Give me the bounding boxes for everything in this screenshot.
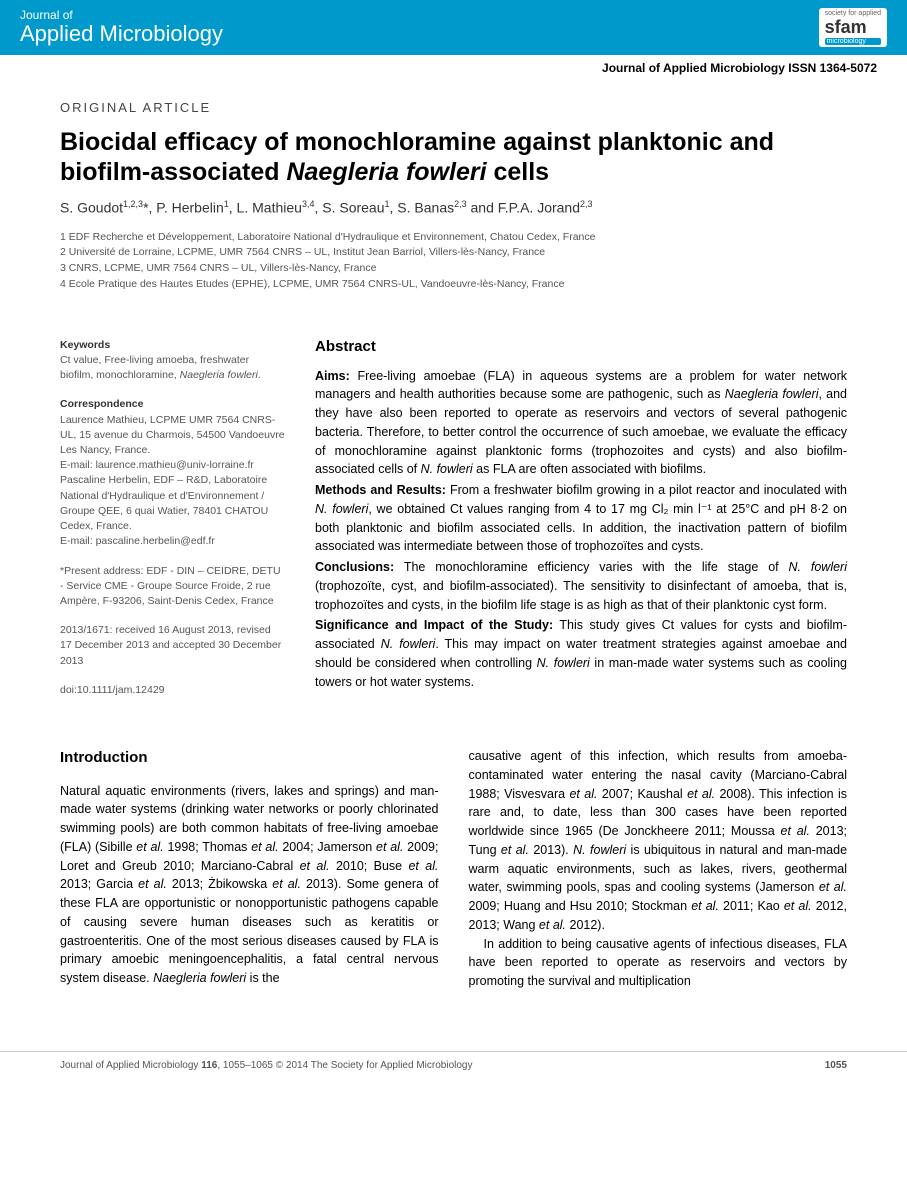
sig-italic1: N. fowleri <box>381 637 436 651</box>
introduction-row: Introduction Natural aquatic environment… <box>60 747 847 991</box>
sig-label: Significance and Impact of the Study: <box>315 618 553 632</box>
etal1: et al. <box>136 840 163 854</box>
intro-r2: 2007; Kaushal <box>597 787 687 801</box>
etal4: et al. <box>300 859 330 873</box>
footer-journal: Journal of Applied Microbiology <box>60 1060 201 1071</box>
intro-r8: 2011; Kao <box>719 899 784 913</box>
article-type: ORIGINAL ARTICLE <box>60 100 847 115</box>
sfam-sub-text: microbiology <box>825 38 881 45</box>
correspondence-block: Correspondence Laurence Mathieu, LCPME U… <box>60 397 285 549</box>
etal6: et al. <box>138 877 167 891</box>
page-footer: Journal of Applied Microbiology 116, 105… <box>0 1051 907 1079</box>
intro-r7: 2009; Huang and Hsu 2010; Stockman <box>469 899 692 913</box>
abstract-conclusions: Conclusions: The monochloramine efficien… <box>315 558 847 614</box>
etal-r3: et al. <box>781 824 810 838</box>
abstract-heading: Abstract <box>315 338 847 355</box>
author-list: S. Goudot1,2,3*, P. Herbelin1, L. Mathie… <box>60 199 847 216</box>
abstract-methods: Methods and Results: From a freshwater b… <box>315 481 847 556</box>
intro-col-left: Introduction Natural aquatic environment… <box>60 747 439 991</box>
title-part2: cells <box>487 158 550 186</box>
methods-label: Methods and Results: <box>315 483 446 497</box>
meta-abstract-row: Keywords Ct value, Free-living amoeba, f… <box>60 338 847 712</box>
abstract-significance: Significance and Impact of the Study: Th… <box>315 616 847 691</box>
keywords-italic: Naegleria fowleri <box>180 369 258 381</box>
meta-sidebar: Keywords Ct value, Free-living amoeba, f… <box>60 338 285 712</box>
abstract-aims: Aims: Free-living amoebae (FLA) in aqueo… <box>315 367 847 480</box>
present-address-block: *Present address: EDF - DIN – CEIDRE, DE… <box>60 564 285 610</box>
issn-line: Journal of Applied Microbiology ISSN 136… <box>0 55 907 90</box>
doi-block: doi:10.1111/jam.12429 <box>60 683 285 698</box>
sfam-logo: society for applied sfam microbiology <box>819 8 887 47</box>
intro-t8: 2013). Some genera of these FLA are oppo… <box>60 877 439 985</box>
aims-label: Aims: <box>315 369 350 383</box>
methods-text2: , we obtained Ct values ranging from 4 t… <box>315 502 847 554</box>
dates-block: 2013/1671: received 16 August 2013, revi… <box>60 623 285 669</box>
intro-heading: Introduction <box>60 747 439 770</box>
correspondence-text: Laurence Mathieu, LCPME UMR 7564 CNRS-UL… <box>60 413 285 550</box>
article-content: ORIGINAL ARTICLE Biocidal efficacy of mo… <box>0 90 907 1021</box>
intro-para1-cont: causative agent of this infection, which… <box>469 747 848 935</box>
concl-text2: (trophozoïte, cyst, and biofilm-associat… <box>315 579 847 612</box>
methods-text1: From a freshwater biofilm growing in a p… <box>446 483 847 497</box>
intro-nf1: Naegleria fowleri <box>153 971 246 985</box>
journal-header: Journal of Applied Microbiology society … <box>0 0 907 55</box>
intro-t2: 1998; Thomas <box>164 840 252 854</box>
etal-r2: et al. <box>687 787 715 801</box>
etal-r4: et al. <box>501 843 529 857</box>
etal7: et al. <box>272 877 301 891</box>
footer-volume: 116 <box>201 1060 217 1071</box>
article-title: Biocidal efficacy of monochloramine agai… <box>60 127 847 187</box>
sfam-main-text: sfam <box>825 17 881 38</box>
concl-text1: The monochloramine efficiency varies wit… <box>394 560 788 574</box>
title-species: Naegleria fowleri <box>286 158 486 186</box>
etal-r6: et al. <box>691 899 719 913</box>
keywords-label: Keywords <box>60 338 285 353</box>
intro-t5: 2010; Buse <box>330 859 409 873</box>
abstract: Abstract Aims: Free-living amoebae (FLA)… <box>315 338 847 712</box>
sfam-top-text: society for applied <box>825 10 881 17</box>
intro-t6: 2013; Garcia <box>60 877 138 891</box>
etal-r1: et al. <box>569 787 597 801</box>
etal-r7: et al. <box>784 899 812 913</box>
intro-para2: In addition to being causative agents of… <box>469 935 848 991</box>
etal5: et al. <box>408 859 438 873</box>
intro-t3: 2004; Jamerson <box>279 840 376 854</box>
sig-italic2: N. fowleri <box>537 656 590 670</box>
etal3: et al. <box>376 840 403 854</box>
aims-italic1: Naegleria fowleri <box>725 387 819 401</box>
intro-t9: is the <box>246 971 279 985</box>
etal2: et al. <box>251 840 278 854</box>
intro-para1: Natural aquatic environments (rivers, la… <box>60 782 439 988</box>
intro-r10: 2012). <box>566 918 605 932</box>
intro-col-right: causative agent of this infection, which… <box>469 747 848 991</box>
intro-nf2: N. fowleri <box>573 843 626 857</box>
etal-r8: et al. <box>539 918 566 932</box>
correspondence-label: Correspondence <box>60 397 285 412</box>
aims-text3: as FLA are often associated with biofilm… <box>473 462 706 476</box>
footer-left: Journal of Applied Microbiology 116, 105… <box>60 1060 472 1071</box>
intro-r5: 2013). <box>529 843 573 857</box>
intro-t7: 2013; Żbikowska <box>167 877 272 891</box>
concl-italic: N. fowleri <box>789 560 848 574</box>
aims-italic2: N. fowleri <box>421 462 473 476</box>
footer-copyright: , 1055–1065 © 2014 The Society for Appli… <box>217 1060 472 1071</box>
methods-italic: N. fowleri <box>315 502 368 516</box>
keywords-end: . <box>258 369 261 381</box>
journal-logo: Journal of Applied Microbiology <box>20 9 223 46</box>
journal-name-line2: Applied Microbiology <box>20 22 223 46</box>
concl-label: Conclusions: <box>315 560 394 574</box>
keywords-block: Keywords Ct value, Free-living amoeba, f… <box>60 338 285 384</box>
affiliations: 1 EDF Recherche et Développement, Labora… <box>60 230 847 293</box>
etal-r5: et al. <box>819 880 847 894</box>
page-number: 1055 <box>825 1060 847 1071</box>
